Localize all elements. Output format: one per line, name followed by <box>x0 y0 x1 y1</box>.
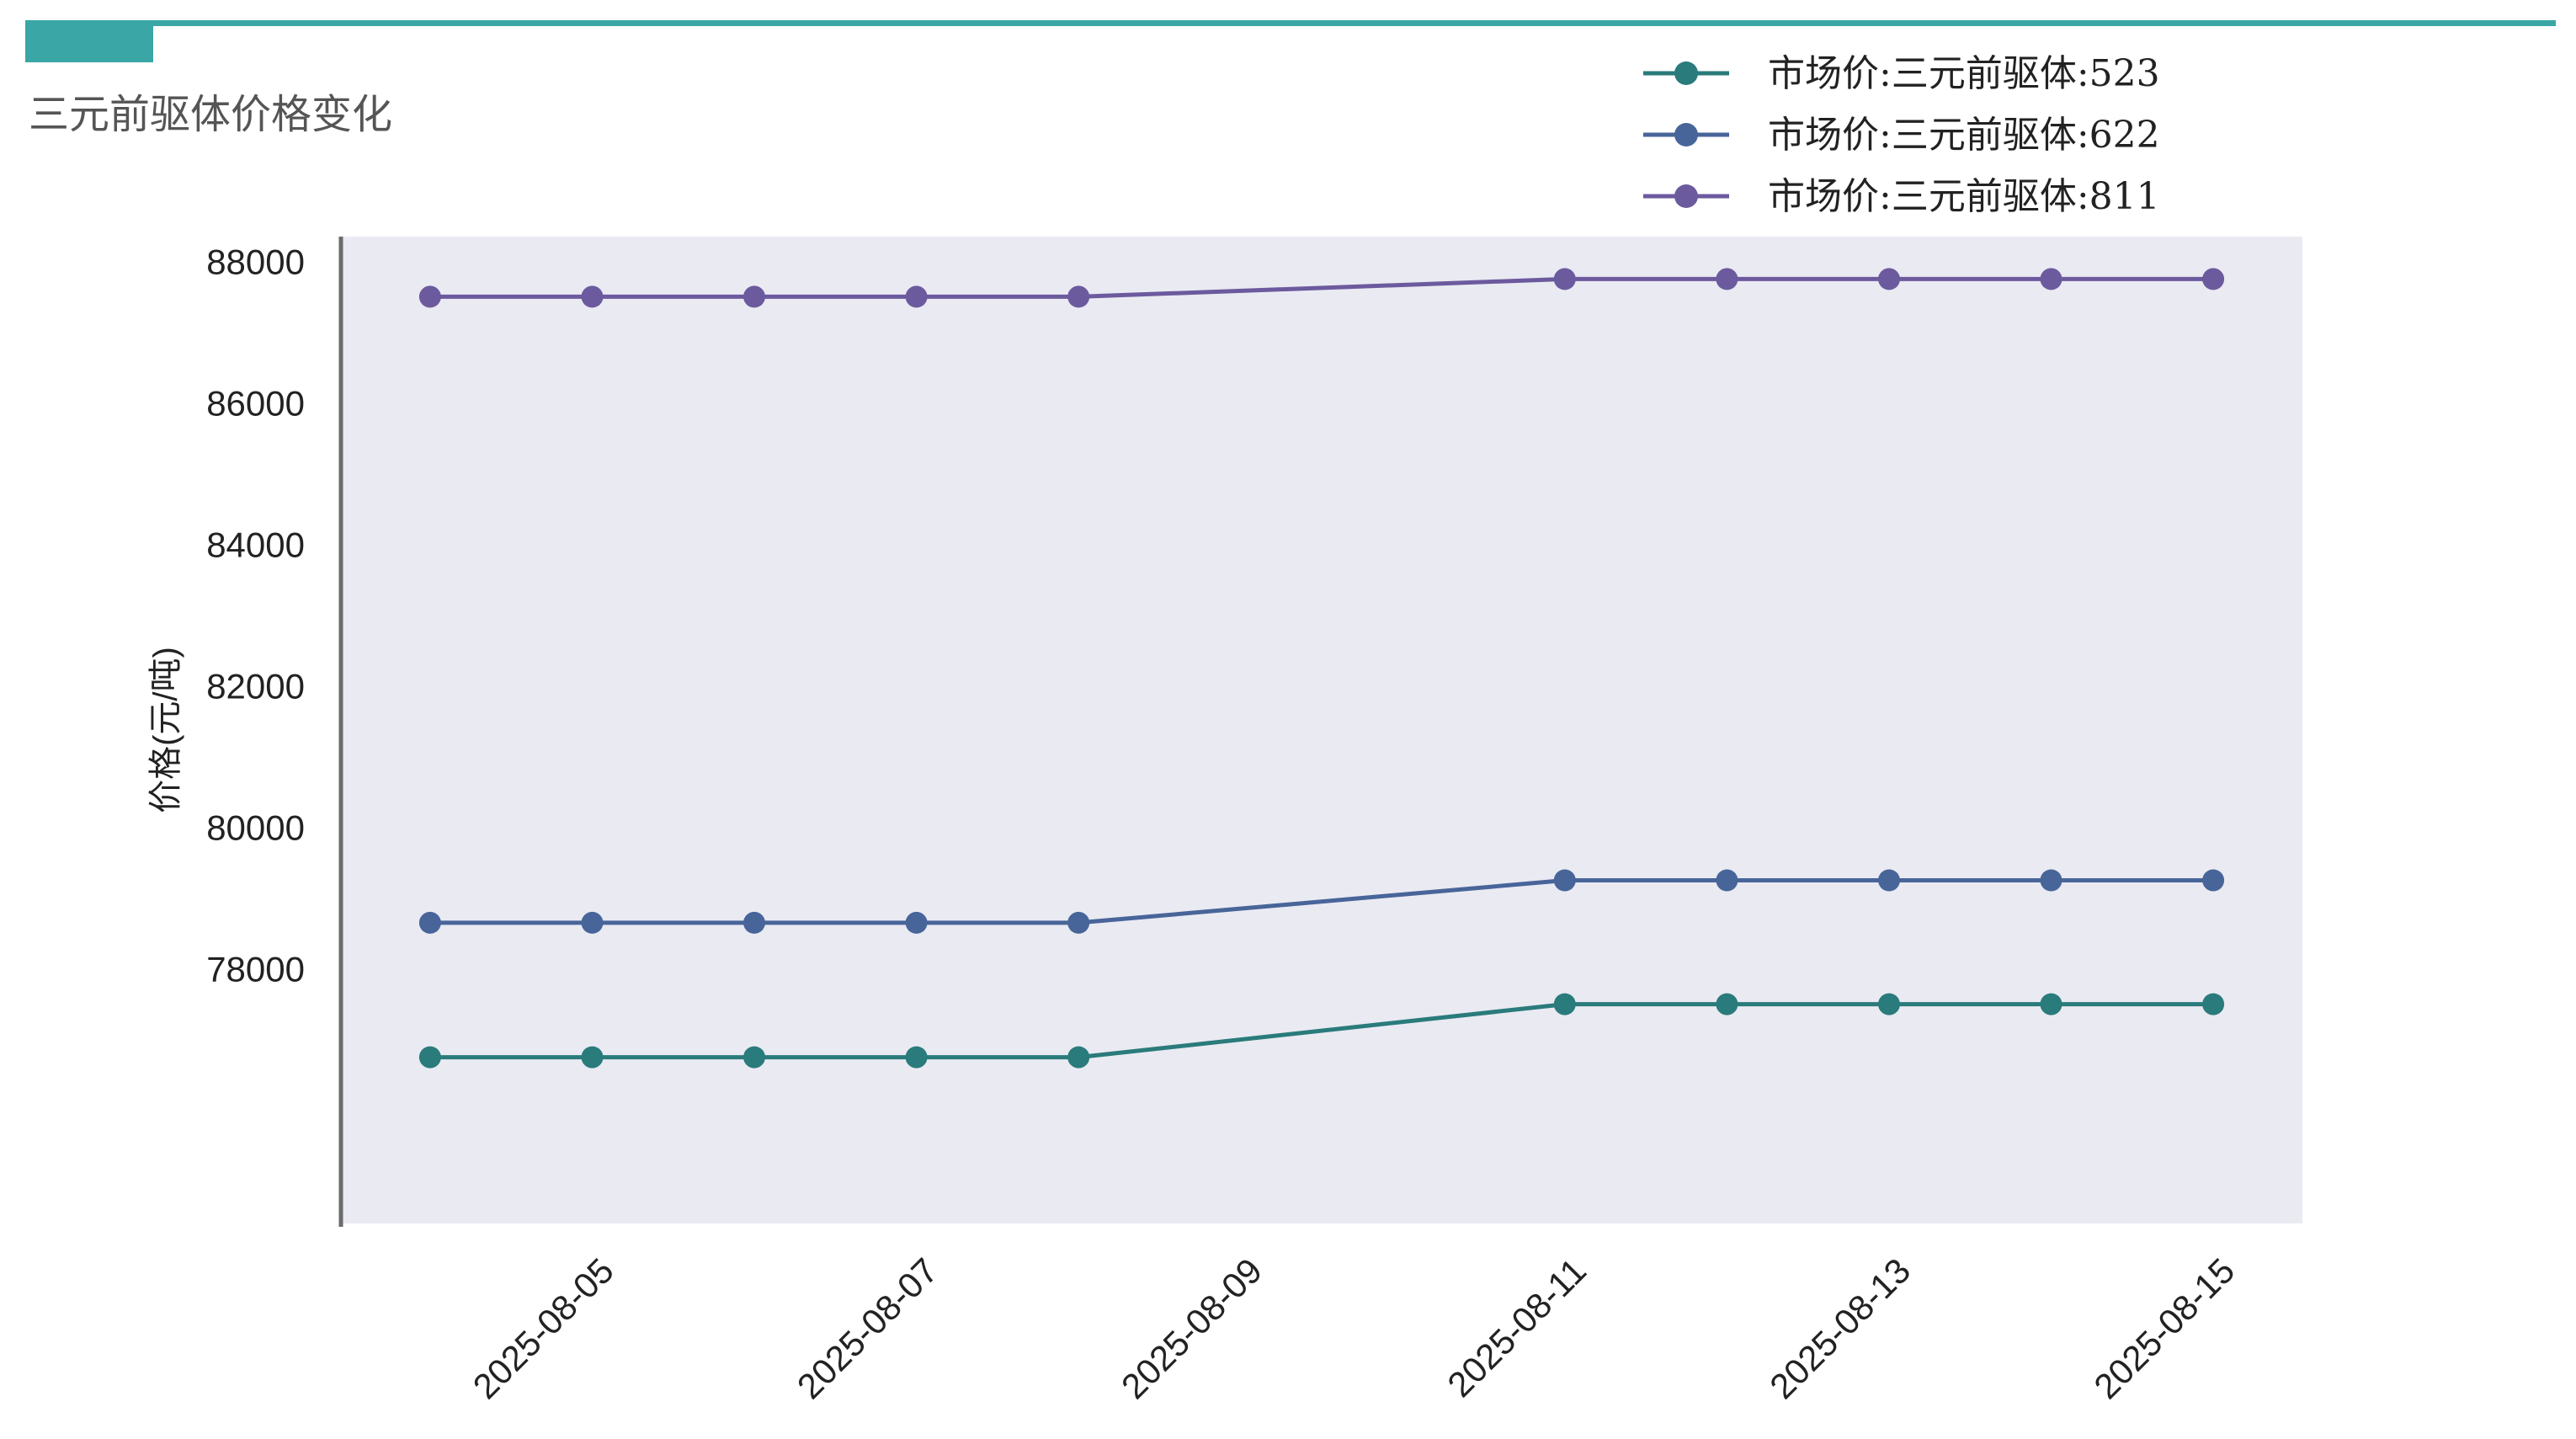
series-1 <box>418 993 2225 1069</box>
series-3 <box>418 268 2225 308</box>
data-point <box>1553 268 1576 290</box>
data-point <box>581 911 604 934</box>
data-point <box>2202 268 2225 290</box>
series-2 <box>418 869 2225 934</box>
data-point <box>1067 911 1090 934</box>
data-point <box>1878 869 1900 892</box>
data-point <box>1553 993 1576 1015</box>
y-tick-label: 82000 <box>206 666 305 706</box>
x-tick-label: 2025-08-07 <box>790 1250 945 1406</box>
y-tick-label: 84000 <box>206 525 305 564</box>
data-point <box>2202 869 2225 892</box>
legend-item: 市场价:三元前驱体:622 <box>1643 114 2160 157</box>
y-tick-labels: 78000 80000 82000 84000 86000 88000 <box>206 242 305 989</box>
data-point <box>418 285 441 308</box>
data-point <box>1553 869 1576 892</box>
series-line <box>429 1002 2214 1060</box>
data-point <box>1716 993 1738 1015</box>
legend-marker <box>1674 61 1698 85</box>
data-point <box>418 1046 441 1069</box>
data-point <box>1067 1046 1090 1069</box>
series-layer <box>418 268 2225 1069</box>
data-point <box>418 911 441 934</box>
data-point <box>2040 993 2062 1015</box>
series-line <box>429 878 2214 925</box>
legend-item: 市场价:三元前驱体:523 <box>1643 52 2160 95</box>
data-point <box>2202 993 2225 1015</box>
series-line <box>429 276 2214 299</box>
x-tick-labels: 2025-08-05 2025-08-07 2025-08-09 2025-08-11… <box>466 1250 2243 1406</box>
y-axis-label: 价格(元/吨) <box>147 647 184 813</box>
legend-item: 市场价:三元前驱体:811 <box>1643 175 2160 218</box>
x-tick-label: 2025-08-11 <box>1440 1250 1594 1404</box>
x-tick-label: 2025-08-15 <box>2086 1250 2242 1406</box>
legend-marker <box>1674 184 1698 208</box>
x-tick-label: 2025-08-09 <box>1114 1250 1269 1406</box>
data-point <box>743 285 765 308</box>
y-tick-label: 88000 <box>206 242 305 281</box>
plot-area <box>341 237 2302 1223</box>
legend-label: 市场价:三元前驱体:811 <box>1768 175 2160 218</box>
data-point <box>905 1046 928 1069</box>
data-point <box>743 1046 765 1069</box>
header-accent-block <box>25 22 153 62</box>
legend-label: 市场价:三元前驱体:523 <box>1768 52 2160 95</box>
data-point <box>1716 869 1738 892</box>
legend-label: 市场价:三元前驱体:622 <box>1768 114 2160 157</box>
legend-marker <box>1674 123 1698 147</box>
y-tick-label: 86000 <box>206 383 305 423</box>
y-tick-label: 78000 <box>206 950 305 989</box>
page-title: 三元前驱体价格变化 <box>29 91 392 138</box>
data-point <box>905 285 928 308</box>
data-point <box>2040 268 2062 290</box>
header-accent-line <box>25 20 2556 26</box>
data-point <box>1878 993 1900 1015</box>
legend: 市场价:三元前驱体:523 市场价:三元前驱体:622 市场价:三元前驱体:811 <box>1643 52 2160 218</box>
x-tick-label: 2025-08-13 <box>1762 1250 1918 1406</box>
data-point <box>581 1046 604 1069</box>
data-point <box>1716 268 1738 290</box>
data-point <box>905 911 928 934</box>
data-point <box>581 285 604 308</box>
data-point <box>743 911 765 934</box>
data-point <box>1067 285 1090 308</box>
y-tick-label: 80000 <box>206 808 305 848</box>
data-point <box>1878 268 1900 290</box>
x-tick-label: 2025-08-05 <box>466 1250 621 1406</box>
data-point <box>2040 869 2062 892</box>
